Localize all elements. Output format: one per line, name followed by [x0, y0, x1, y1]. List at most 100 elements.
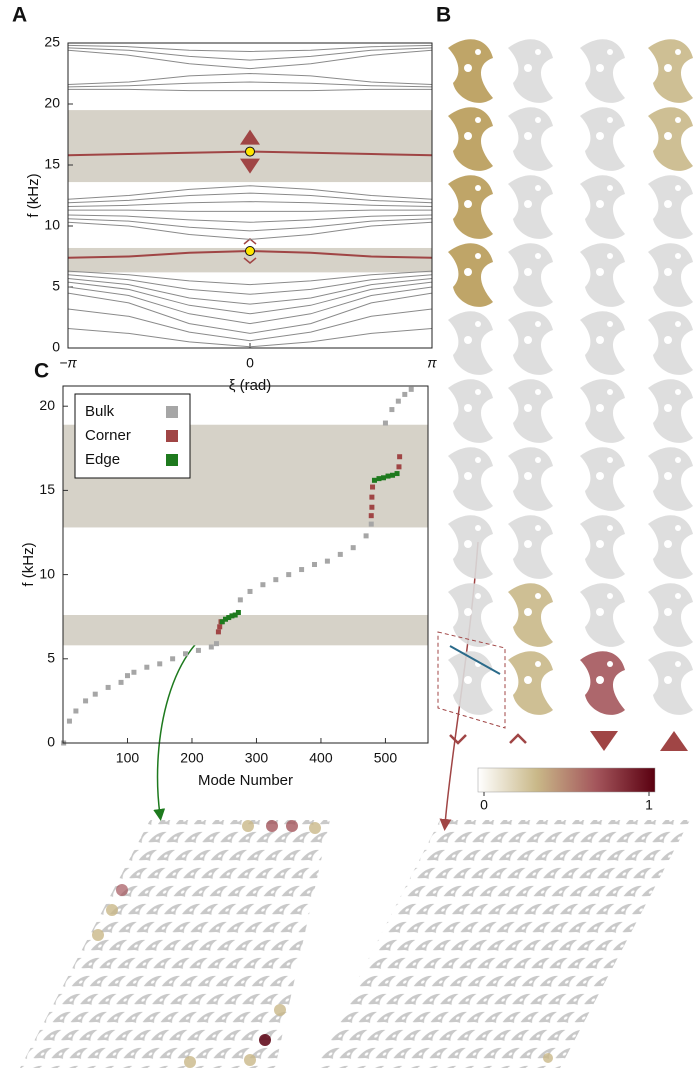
point — [299, 567, 304, 572]
unit-cell-hole — [675, 253, 681, 259]
x-tick-label: 500 — [374, 750, 398, 766]
unit-cell-hole — [675, 593, 681, 599]
unit-cell-hole — [607, 49, 613, 55]
point — [369, 505, 374, 510]
unit-cell-hole — [464, 200, 472, 208]
unit-cell-hole — [524, 200, 532, 208]
point — [93, 692, 98, 697]
unit-cell-hole — [607, 593, 613, 599]
unit-cell-hole — [596, 404, 604, 412]
y-tick-label: 20 — [39, 397, 55, 413]
point — [157, 661, 162, 666]
unit-cell-hole — [675, 117, 681, 123]
lattice-left — [20, 820, 330, 1068]
unit-cell-hole — [596, 200, 604, 208]
band-line — [68, 210, 432, 211]
unit-cell-hole — [675, 321, 681, 327]
unit-cell-hole — [664, 540, 672, 548]
point — [409, 387, 414, 392]
colorbar-tick-label: 0 — [480, 797, 488, 813]
unit-cell-hole — [464, 268, 472, 276]
colorbar-tick-label: 1 — [645, 797, 653, 813]
point — [383, 421, 388, 426]
figure: A B C ×2 ×2 010510152025−π0πξ (rad)f (kH… — [0, 0, 698, 1072]
legend-label: Corner — [85, 427, 131, 444]
panel-label: A — [12, 4, 27, 27]
band-line — [68, 293, 432, 333]
unit-cell-hole — [524, 404, 532, 412]
unit-cell-hole — [535, 117, 541, 123]
unit-cell-hole — [535, 49, 541, 55]
unit-cell-hole — [475, 185, 481, 191]
unit-cell-hole — [675, 457, 681, 463]
unit-cell-hole — [607, 185, 613, 191]
band-line — [68, 45, 432, 51]
point — [386, 474, 391, 479]
band-line — [68, 74, 432, 85]
unit-cell-hole — [464, 540, 472, 548]
unit-cell-hole — [535, 525, 541, 531]
point — [369, 522, 374, 527]
x-tick-label: 300 — [245, 750, 269, 766]
point — [216, 629, 221, 634]
unit-cell-hole — [524, 336, 532, 344]
unit-cell-hole — [664, 404, 672, 412]
unit-cell-hole — [607, 389, 613, 395]
point — [260, 582, 265, 587]
unit-cell-hole — [464, 132, 472, 140]
point — [396, 399, 401, 404]
unit-cell-hole — [464, 608, 472, 616]
gap-band — [63, 615, 428, 645]
unit-cell-hole — [524, 540, 532, 548]
y-tick-label: 5 — [47, 650, 55, 666]
unit-cell-hole — [475, 525, 481, 531]
unit-cell-hole — [464, 336, 472, 344]
unit-cell-hole — [664, 336, 672, 344]
y-tick-label: 0 — [52, 339, 60, 355]
point — [106, 685, 111, 690]
legend-swatch — [166, 430, 178, 442]
unit-cell-hole — [664, 608, 672, 616]
legend-label: Edge — [85, 451, 120, 468]
unit-cell-hole — [475, 49, 481, 55]
unit-cell-hole — [596, 268, 604, 276]
band-line — [68, 279, 432, 305]
unit-cell-hole — [475, 117, 481, 123]
point — [369, 495, 374, 500]
point — [236, 610, 241, 615]
band-line — [68, 282, 432, 314]
unit-cell-hole — [607, 525, 613, 531]
y-axis-label: f (kHz) — [25, 173, 42, 217]
unit-cell-hole — [524, 268, 532, 276]
unit-cell-hole — [475, 253, 481, 259]
unit-cell-hole — [475, 321, 481, 327]
unit-cell-hole — [464, 472, 472, 480]
point — [170, 656, 175, 661]
y-axis-label: f (kHz) — [20, 542, 37, 586]
unit-cell-hole — [535, 593, 541, 599]
unit-cell-hole — [464, 64, 472, 72]
unit-cell-hole — [535, 185, 541, 191]
unit-cell-hole — [535, 389, 541, 395]
panel-label: C — [34, 360, 49, 383]
point — [389, 407, 394, 412]
unit-cell-hole — [675, 525, 681, 531]
y-tick-label: 15 — [44, 156, 60, 172]
band-line — [68, 202, 432, 207]
unit-cell-hole — [596, 676, 604, 684]
unit-cell-hole — [475, 593, 481, 599]
unit-cell-hole — [675, 661, 681, 667]
point — [214, 641, 219, 646]
point — [390, 473, 395, 478]
unit-cell-hole — [464, 404, 472, 412]
band-line — [68, 287, 432, 324]
unit-cell-hole — [664, 472, 672, 480]
point — [73, 709, 78, 714]
unit-cell-hole — [596, 540, 604, 548]
unit-cell-hole — [607, 321, 613, 327]
point — [325, 559, 330, 564]
x-axis-label: Mode Number — [198, 772, 293, 789]
point — [196, 648, 201, 653]
mode-marker — [246, 247, 255, 256]
unit-cell-hole — [675, 389, 681, 395]
